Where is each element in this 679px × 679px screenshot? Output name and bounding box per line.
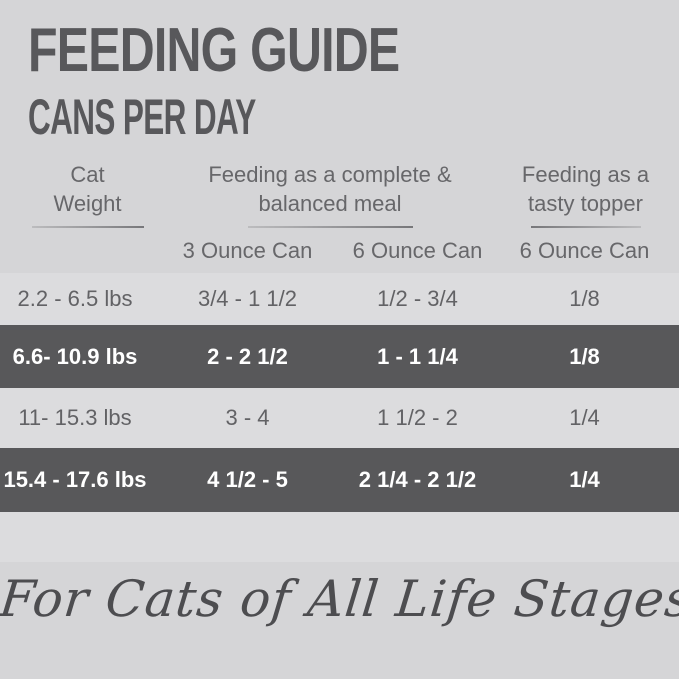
underline-rule xyxy=(247,226,413,228)
group-header-tasty-topper-line2: tasty topper xyxy=(528,191,643,216)
cell-complete-6oz: 1 1/2 - 2 xyxy=(377,405,458,430)
page-title: FEEDING GUIDE xyxy=(28,16,400,85)
cell-topper-6oz: 1/8 xyxy=(569,286,600,311)
cell-topper-6oz: 1/8 xyxy=(569,343,600,369)
cell-complete-6oz: 1/2 - 3/4 xyxy=(377,286,458,311)
table-row: 11- 15.3 lbs 3 - 4 1 1/2 - 2 1/4 xyxy=(0,388,679,448)
cell-weight: 2.2 - 6.5 lbs xyxy=(17,286,133,311)
title-block: FEEDING GUIDE CANS PER DAY xyxy=(28,16,504,145)
cell-complete-3oz: 3 - 4 xyxy=(225,405,270,430)
cell-topper-6oz: 1/4 xyxy=(569,467,600,492)
group-header-cat-weight-line1: Cat xyxy=(70,162,105,187)
cell-complete-3oz: 3/4 - 1 1/2 xyxy=(197,286,298,311)
page-subtitle: CANS PER DAY xyxy=(28,89,256,145)
footer-tagline: For Cats of All Life Stages xyxy=(0,570,679,628)
column-header-row: 3 Ounce Can 6 Ounce Can 6 Ounce Can xyxy=(0,238,679,264)
column-header-topper-6oz-can: 6 Ounce Can xyxy=(519,238,650,263)
cell-complete-3oz: 2 - 2 1/2 xyxy=(207,343,288,369)
group-header-cat-weight-line2: Weight xyxy=(53,191,122,216)
cell-weight: 15.4 - 17.6 lbs xyxy=(3,467,147,492)
table-row-empty xyxy=(0,512,679,562)
column-header-spacer xyxy=(0,238,150,264)
cell-complete-6oz: 2 1/4 - 2 1/2 xyxy=(358,467,477,492)
group-header-cat-weight: Cat Weight xyxy=(20,160,155,228)
table-row: 2.2 - 6.5 lbs 3/4 - 1 1/2 1/2 - 3/4 1/8 xyxy=(0,273,679,325)
cell-weight: 11- 15.3 lbs xyxy=(18,405,132,430)
cell-weight: 6.6- 10.9 lbs xyxy=(12,343,138,369)
underline-rule xyxy=(530,226,641,228)
cell-complete-6oz: 1 - 1 1/4 xyxy=(377,343,458,369)
group-header-complete-meal-line2: balanced meal xyxy=(258,191,402,216)
group-header-tasty-topper-line1: Feeding as a xyxy=(521,162,650,187)
cell-complete-3oz: 4 1/2 - 5 xyxy=(207,467,288,492)
underline-rule xyxy=(31,226,144,228)
feeding-table: 2.2 - 6.5 lbs 3/4 - 1 1/2 1/2 - 3/4 1/8 … xyxy=(0,273,679,562)
group-header-complete-meal: Feeding as a complete & balanced meal xyxy=(170,160,490,228)
table-row-highlighted: 15.4 - 17.6 lbs 4 1/2 - 5 2 1/4 - 2 1/2 … xyxy=(0,448,679,512)
group-header-complete-meal-line1: Feeding as a complete & xyxy=(208,162,452,187)
column-header-3oz-can: 3 Ounce Can xyxy=(182,238,313,263)
cell-topper-6oz: 1/4 xyxy=(569,405,600,430)
table-row-highlighted: 6.6- 10.9 lbs 2 - 2 1/2 1 - 1 1/4 1/8 xyxy=(0,325,679,388)
group-header-tasty-topper: Feeding as a tasty topper xyxy=(503,160,668,228)
column-header-6oz-can: 6 Ounce Can xyxy=(352,238,483,263)
